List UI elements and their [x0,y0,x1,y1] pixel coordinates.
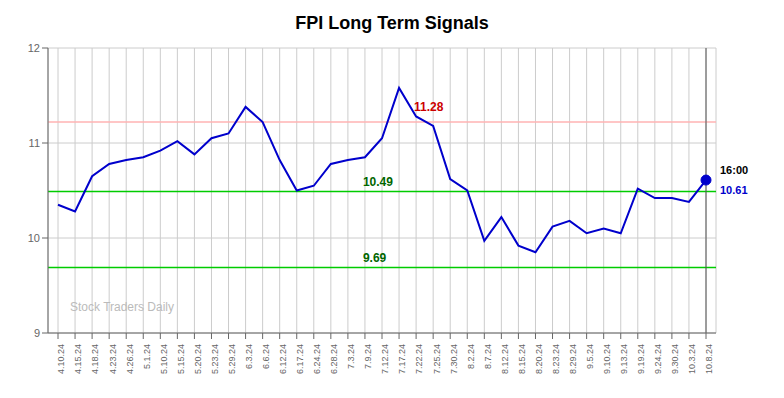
svg-text:9.13.24: 9.13.24 [619,344,629,374]
svg-text:7.12.24: 7.12.24 [380,344,390,374]
svg-text:9.24.24: 9.24.24 [653,344,663,374]
svg-text:10: 10 [28,232,40,244]
svg-text:7.3.24: 7.3.24 [346,344,356,369]
svg-text:8.23.24: 8.23.24 [551,344,561,374]
svg-text:9: 9 [34,327,40,339]
svg-text:9.10.24: 9.10.24 [602,344,612,374]
svg-text:7.25.24: 7.25.24 [432,344,442,374]
svg-text:9.30.24: 9.30.24 [670,344,680,374]
svg-text:6.12.24: 6.12.24 [278,344,288,374]
svg-text:9.5.24: 9.5.24 [585,344,595,369]
svg-text:6.28.24: 6.28.24 [329,344,339,374]
html-text:FPI Long Term Signals: FPI Long Term Signals [295,13,489,33]
svg-text:5.23.24: 5.23.24 [210,344,220,374]
svg-text:8.7.24: 8.7.24 [483,344,493,369]
svg-text:8.29.24: 8.29.24 [568,344,578,374]
svg-text:9.19.24: 9.19.24 [636,344,646,374]
svg-text:6.6.24: 6.6.24 [261,344,271,369]
svg-text:5.15.24: 5.15.24 [176,344,186,374]
svg-text:7.17.24: 7.17.24 [397,344,407,374]
svg-text:5.29.24: 5.29.24 [227,344,237,374]
svg-text:12: 12 [28,42,40,54]
svg-text:8.15.24: 8.15.24 [517,344,527,374]
svg-text:4.10.24: 4.10.24 [56,344,66,374]
svg-text:10.49: 10.49 [363,175,393,189]
svg-text:6.17.24: 6.17.24 [295,344,305,374]
svg-text:5.1.24: 5.1.24 [142,344,152,369]
svg-text:7.30.24: 7.30.24 [449,344,459,374]
svg-text:8.20.24: 8.20.24 [534,344,544,374]
svg-text:10.3.24: 10.3.24 [687,344,697,374]
svg-text:7.22.24: 7.22.24 [414,344,424,374]
svg-text:9.69: 9.69 [363,251,387,265]
svg-text:11.28: 11.28 [414,100,444,114]
svg-text:16:00: 16:00 [720,164,748,176]
svg-text:4.23.24: 4.23.24 [108,344,118,374]
svg-text:4.18.24: 4.18.24 [90,344,100,374]
svg-text:8.2.24: 8.2.24 [466,344,476,369]
svg-text:10.8.24: 10.8.24 [704,344,714,374]
svg-text:5.20.24: 5.20.24 [193,344,203,374]
svg-text:5.10.24: 5.10.24 [159,344,169,374]
svg-text:8.12.24: 8.12.24 [500,344,510,374]
svg-text:4.15.24: 4.15.24 [73,344,83,374]
svg-text:10.61: 10.61 [720,184,748,196]
svg-text:Stock Traders Daily: Stock Traders Daily [70,300,174,314]
svg-text:7.9.24: 7.9.24 [363,344,373,369]
svg-text:6.24.24: 6.24.24 [312,344,322,374]
svg-text:4.26.24: 4.26.24 [125,344,135,374]
svg-text:6.3.24: 6.3.24 [244,344,254,369]
svg-text:11: 11 [29,137,40,149]
